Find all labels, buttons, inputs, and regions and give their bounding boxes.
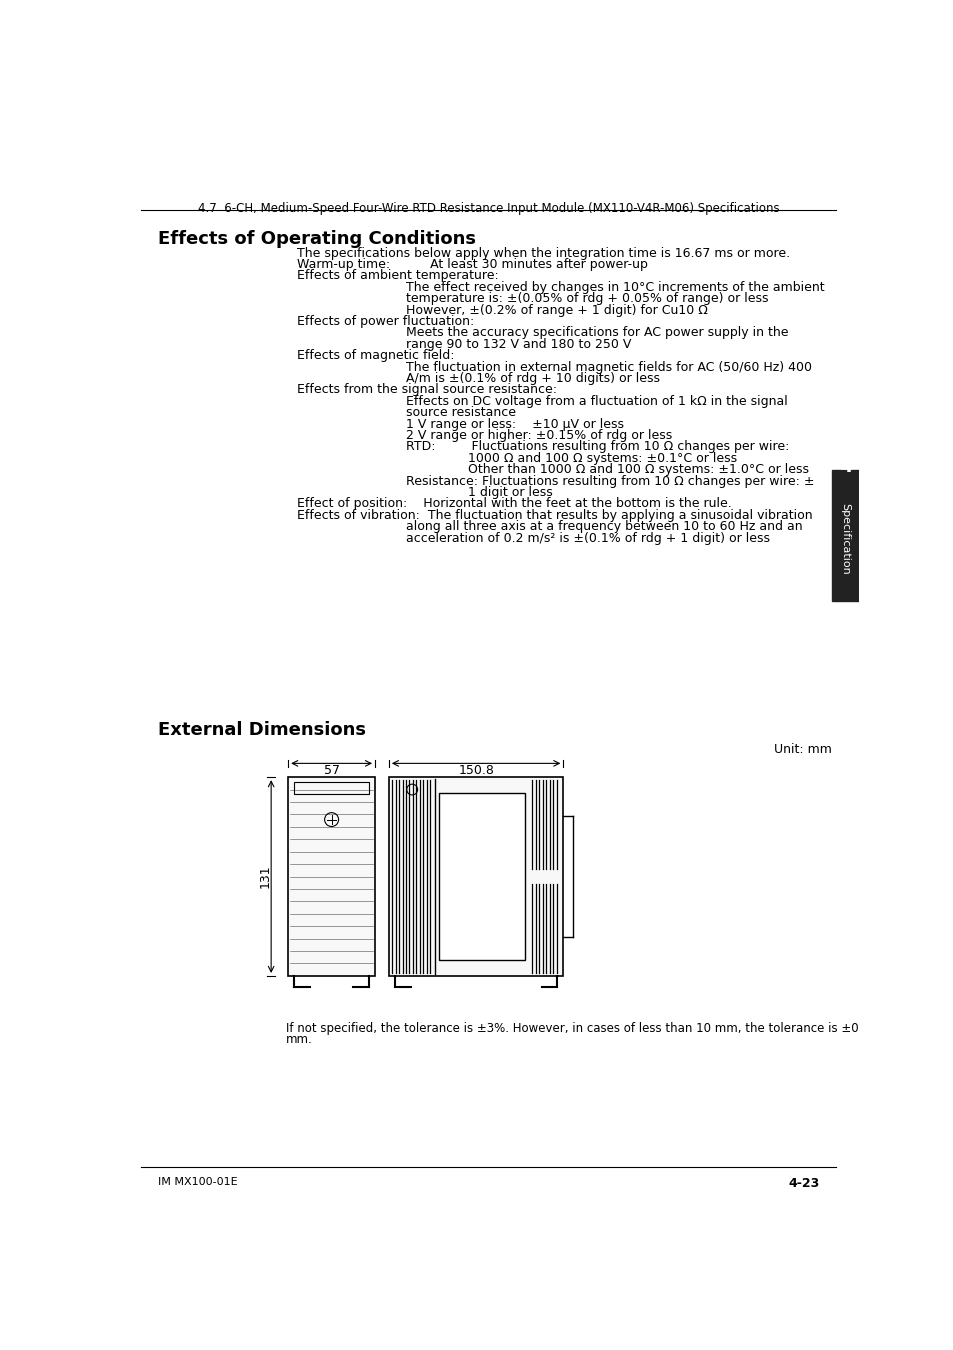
Text: 131: 131 — [258, 865, 272, 888]
Text: 4.7  6-CH, Medium-Speed Four-Wire RTD Resistance Input Module (MX110-V4R-M06) Sp: 4.7 6-CH, Medium-Speed Four-Wire RTD Res… — [198, 202, 779, 215]
Text: External Dimensions: External Dimensions — [158, 721, 366, 738]
Text: Other than 1000 Ω and 100 Ω systems: ±1.0°C or less: Other than 1000 Ω and 100 Ω systems: ±1.… — [468, 463, 808, 477]
Text: mm.: mm. — [286, 1033, 313, 1046]
Text: Effects of Operating Conditions: Effects of Operating Conditions — [158, 230, 476, 248]
Text: However, ±(0.2% of range + 1 digit) for Cu10 Ω: However, ±(0.2% of range + 1 digit) for … — [406, 304, 707, 317]
Bar — [439, 792, 524, 960]
Bar — [288, 778, 375, 976]
Text: Effects of magnetic field:: Effects of magnetic field: — [297, 350, 455, 362]
Text: 57: 57 — [323, 764, 339, 778]
Text: The fluctuation in external magnetic fields for AC (50/60 Hz) 400: The fluctuation in external magnetic fie… — [406, 360, 811, 374]
Text: 1000 Ω and 100 Ω systems: ±0.1°C or less: 1000 Ω and 100 Ω systems: ±0.1°C or less — [468, 452, 737, 464]
Text: Effects of power fluctuation:: Effects of power fluctuation: — [297, 315, 475, 328]
Text: source resistance: source resistance — [406, 406, 516, 420]
Text: 1 digit or less: 1 digit or less — [468, 486, 552, 500]
Text: temperature is: ±(0.05% of rdg + 0.05% of range) or less: temperature is: ±(0.05% of rdg + 0.05% o… — [406, 293, 768, 305]
Text: Warm-up time:          At least 30 minutes after power-up: Warm-up time: At least 30 minutes after … — [297, 258, 648, 271]
Text: If not specified, the tolerance is ±3%. However, in cases of less than 10 mm, th: If not specified, the tolerance is ±3%. … — [286, 1022, 869, 1035]
Text: A/m is ±(0.1% of rdg + 10 digits) or less: A/m is ±(0.1% of rdg + 10 digits) or les… — [406, 373, 659, 385]
Text: 4: 4 — [838, 456, 851, 475]
Text: 2 V range or higher: ±0.15% of rdg or less: 2 V range or higher: ±0.15% of rdg or le… — [406, 429, 672, 441]
Text: Effects of ambient temperature:: Effects of ambient temperature: — [297, 270, 498, 282]
Text: IM MX100-01E: IM MX100-01E — [158, 1177, 237, 1187]
Bar — [294, 782, 369, 794]
Text: 1 V range or less:    ±10 μV or less: 1 V range or less: ±10 μV or less — [406, 417, 623, 431]
Bar — [389, 778, 562, 976]
Text: Effects from the signal source resistance:: Effects from the signal source resistanc… — [297, 383, 557, 397]
Bar — [831, 470, 858, 601]
Text: Meets the accuracy specifications for AC power supply in the: Meets the accuracy specifications for AC… — [406, 327, 788, 339]
Text: along all three axis at a frequency between 10 to 60 Hz and an: along all three axis at a frequency betw… — [406, 520, 801, 533]
Text: 150.8: 150.8 — [457, 764, 494, 778]
Text: Effects of vibration:  The fluctuation that results by applying a sinusoidal vib: Effects of vibration: The fluctuation th… — [297, 509, 812, 522]
Text: range 90 to 132 V and 180 to 250 V: range 90 to 132 V and 180 to 250 V — [406, 338, 631, 351]
Text: Unit: mm: Unit: mm — [773, 743, 831, 756]
Text: Effects on DC voltage from a fluctuation of 1 kΩ in the signal: Effects on DC voltage from a fluctuation… — [406, 394, 787, 408]
Text: Effect of position:    Horizontal with the feet at the bottom is the rule.: Effect of position: Horizontal with the … — [297, 497, 732, 510]
Text: acceleration of 0.2 m/s² is ±(0.1% of rdg + 1 digit) or less: acceleration of 0.2 m/s² is ±(0.1% of rd… — [406, 532, 769, 544]
Text: Resistance: Fluctuations resulting from 10 Ω changes per wire: ±: Resistance: Fluctuations resulting from … — [406, 475, 814, 487]
Text: 4-23: 4-23 — [788, 1177, 819, 1189]
Text: The effect received by changes in 10°C increments of the ambient: The effect received by changes in 10°C i… — [406, 281, 823, 294]
Text: RTD:         Fluctuations resulting from 10 Ω changes per wire:: RTD: Fluctuations resulting from 10 Ω ch… — [406, 440, 788, 454]
Text: The specifications below apply when the integration time is 16.67 ms or more.: The specifications below apply when the … — [297, 247, 790, 259]
Text: Specification: Specification — [840, 504, 849, 575]
